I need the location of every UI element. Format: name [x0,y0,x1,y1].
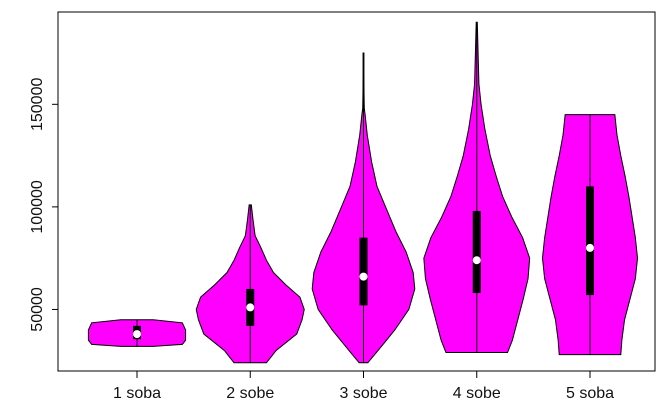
median-point [246,303,255,312]
iqr-box [359,237,368,306]
x-tick-label: 2 sobe [226,385,274,402]
x-tick-label: 1 soba [113,385,161,402]
x-axis: 1 soba 2 sobe 3 sobe 4 sobe 5 soba [113,371,614,402]
y-tick-label: 100000 [29,180,46,233]
violin-group [87,21,639,364]
y-tick-label: 150000 [29,78,46,131]
y-tick-label: 50000 [29,287,46,332]
median-point [472,256,481,265]
x-tick-label: 4 sobe [453,385,501,402]
iqr-box [586,186,594,296]
y-axis: 50000 100000 150000 [29,78,58,332]
x-tick-label: 5 soba [566,385,614,402]
median-point [133,330,141,339]
median-point [586,243,594,252]
x-tick-label: 3 sobe [339,385,387,402]
median-point [359,272,368,281]
iqr-box [472,210,481,294]
